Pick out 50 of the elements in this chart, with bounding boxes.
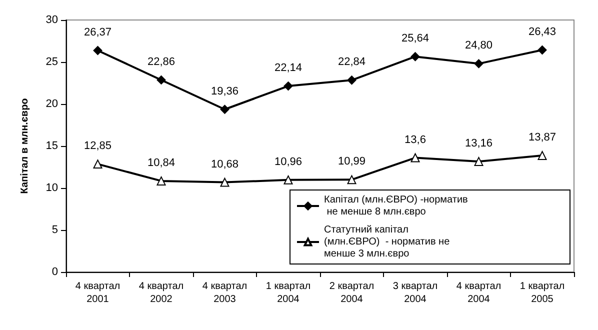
y-tick-label: 10 — [46, 182, 58, 194]
point — [474, 156, 484, 166]
point — [220, 104, 230, 114]
y-axis-title: Капітал в млн.євро — [20, 98, 30, 194]
data-label: 26,43 — [528, 26, 556, 38]
x-tick-label: 4 квартал 2003 — [202, 281, 248, 305]
point — [538, 150, 547, 160]
data-label: 12,85 — [84, 140, 112, 152]
data-label: 13,87 — [528, 131, 556, 144]
data-label: 10,99 — [338, 156, 366, 168]
data-label: 25,64 — [401, 32, 430, 45]
data-label: 13,6 — [404, 134, 426, 146]
point — [538, 45, 547, 54]
point — [284, 175, 293, 184]
x-tick-label: 3 квартал 2004 — [392, 281, 438, 305]
point — [347, 76, 356, 85]
data-label: 24,80 — [464, 40, 493, 52]
legend-label: Капітал (млн.ЄВРО) -норматив не менше 8 млн.євро — [324, 194, 468, 218]
y-tick-label: 25 — [46, 56, 58, 68]
point — [93, 160, 102, 169]
y-tick-label: 5 — [52, 224, 58, 236]
data-label: 19,36 — [210, 85, 239, 98]
data-label: 22,86 — [147, 56, 176, 68]
data-label: 22,84 — [338, 56, 366, 68]
legend-label: Статутний капітал (млн.ЄВРО) - норматив не менше 3 млн.євро — [324, 224, 452, 260]
point — [93, 46, 102, 55]
point — [220, 178, 230, 187]
data-label: 10,96 — [274, 156, 302, 168]
x-tick-label: 1 квартал 2005 — [520, 281, 565, 305]
x-tick-label: 1 квартал 2004 — [266, 281, 311, 305]
point — [410, 153, 420, 162]
data-label: 13,16 — [464, 137, 493, 150]
data-label: 10,84 — [147, 156, 176, 169]
x-tick-label: 4 квартал 2001 — [75, 281, 120, 305]
x-tick-label: 2 квартал 2004 — [329, 281, 374, 305]
y-tick-label: 20 — [46, 98, 58, 110]
point — [347, 175, 356, 184]
point — [410, 52, 420, 62]
y-tick-label: 0 — [52, 266, 58, 278]
data-label: 22,14 — [274, 62, 302, 74]
point — [474, 59, 484, 68]
point — [284, 82, 293, 91]
data-label: 10,68 — [210, 158, 239, 170]
point — [156, 176, 166, 186]
y-tick-label: 15 — [46, 140, 58, 152]
x-tick-label: 4 квартал 2004 — [456, 281, 502, 305]
y-tick-label: 30 — [46, 14, 58, 26]
point — [156, 75, 166, 84]
x-tick-label: 4 квартал 2002 — [138, 281, 184, 305]
data-label: 26,37 — [84, 26, 112, 38]
